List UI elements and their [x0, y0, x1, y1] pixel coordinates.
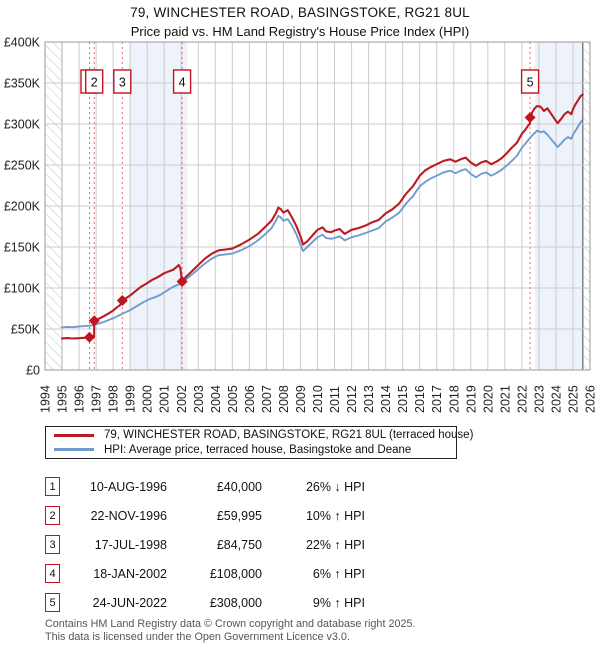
sale-annotation-box: [520, 69, 540, 94]
transactions-table: 1 10-AUG-1996 £40,000 26% ↓ HPI 2 22-NOV-1996…: [45, 472, 365, 617]
license-footer: Contains HM Land Registry data © Crown c…: [45, 618, 415, 643]
x-axis-label: 2020: [481, 385, 495, 413]
x-axis-label: 2011: [328, 386, 342, 413]
transaction-price: £59,995: [216, 508, 262, 523]
y-axis-label: £150K: [4, 241, 41, 255]
transaction-number-badge: 5: [45, 593, 60, 612]
sale-annotation-box: [172, 69, 192, 94]
x-axis-label: 1996: [73, 385, 87, 413]
transaction-row: 3 17-JUL-1998 £84,750 22% ↑ HPI: [45, 530, 365, 559]
legend-label: HPI: Average price, terraced house, Basi…: [104, 443, 412, 456]
x-axis-label: 2021: [498, 385, 512, 413]
hpi-line-swatch: [54, 448, 94, 452]
sale-annotation-box: [84, 69, 104, 94]
x-axis-label: 2001: [158, 385, 172, 413]
chart-header: 79, WINCHESTER ROAD, BASINGSTOKE, RG21 8…: [0, 5, 600, 39]
x-axis-label: 2026: [584, 385, 598, 413]
y-axis-label: £400K: [4, 36, 41, 50]
transaction-row: 2 22-NOV-1996 £59,995 10% ↑ HPI: [45, 501, 365, 530]
sale-marker-diamond: [83, 331, 95, 343]
x-axis-label: 2017: [430, 385, 444, 413]
x-axis-label: 2016: [413, 385, 427, 413]
transaction-vs-hpi: 6% ↑ HPI: [312, 566, 365, 581]
x-axis-label: 2002: [175, 385, 189, 413]
x-axis-label: 2004: [209, 385, 223, 413]
x-axis-label: 2006: [243, 385, 257, 413]
price_paid-line-swatch: [54, 433, 94, 437]
transaction-row: 4 18-JAN-2002 £108,000 6% ↑ HPI: [45, 559, 365, 588]
x-axis-label: 1997: [90, 385, 104, 413]
transaction-number-badge: 3: [45, 535, 60, 554]
x-axis-label: 2003: [192, 385, 206, 413]
transaction-row: 5 24-JUN-2022 £308,000 9% ↑ HPI: [45, 588, 365, 617]
y-axis-label: £250K: [4, 159, 41, 173]
x-axis-label: 2007: [260, 385, 274, 413]
x-axis-label: 1995: [56, 385, 70, 413]
transaction-date: 22-NOV-1996: [90, 508, 167, 523]
x-axis-label: 2015: [396, 385, 410, 413]
transaction-price: £40,000: [216, 479, 262, 494]
sale-annotation-box: [113, 69, 132, 94]
sale-marker-diamond: [116, 295, 128, 307]
transaction-price: £308,000: [209, 595, 262, 610]
plot-border: [44, 41, 591, 371]
page-title: 79, WINCHESTER ROAD, BASINGSTOKE, RG21 8…: [130, 5, 470, 20]
transaction-date: 10-AUG-1996: [89, 479, 167, 494]
transaction-vs-hpi: 26% ↓ HPI: [305, 479, 365, 494]
x-axis-label: 2012: [345, 385, 359, 413]
footer-line-2: This data is licensed under the Open Gov…: [45, 630, 350, 643]
page-subtitle: Price paid vs. HM Land Registry's House …: [130, 24, 470, 39]
x-axis-label: 2008: [277, 385, 291, 413]
x-axis-label: 2013: [362, 385, 376, 413]
x-axis-label: 2019: [464, 385, 478, 413]
transaction-date: 18-JAN-2002: [93, 566, 167, 581]
x-axis-label: 2014: [379, 385, 393, 413]
x-axis-label: 2024: [549, 385, 563, 413]
hpi-line: [61, 118, 584, 329]
x-axis-label: 2010: [311, 385, 325, 413]
transaction-vs-hpi: 10% ↑ HPI: [305, 508, 365, 523]
y-axis-label: £300K: [4, 118, 41, 132]
transaction-row: 1 10-AUG-1996 £40,000 26% ↓ HPI: [45, 472, 365, 501]
sale-annotation-number: 5: [527, 76, 534, 90]
y-axis-label: £0: [26, 364, 40, 378]
legend-item-hpi: HPI: Average price, terraced house, Basi…: [54, 444, 456, 456]
x-axis-label: 1994: [39, 385, 53, 413]
transaction-price: £108,000: [209, 566, 262, 581]
x-axis-label: 2023: [532, 385, 546, 413]
sale-marker-diamond: [524, 111, 536, 123]
x-axis-label: 2025: [567, 385, 581, 413]
legend-label: 79, WINCHESTER ROAD, BASINGSTOKE, RG21 8…: [104, 429, 474, 442]
chart-legend: 79, WINCHESTER ROAD, BASINGSTOKE, RG21 8…: [45, 426, 473, 459]
y-axis-label: £200K: [4, 200, 41, 214]
y-axis-label: £50K: [11, 323, 41, 337]
footer-line-1: Contains HM Land Registry data © Crown c…: [45, 618, 416, 630]
transaction-number-badge: 1: [45, 477, 60, 496]
x-axis-label: 1999: [124, 385, 138, 413]
sale-marker-diamond: [176, 275, 188, 287]
transaction-vs-hpi: 22% ↑ HPI: [305, 537, 365, 552]
sale-annotation-number: 4: [179, 76, 186, 90]
x-axis-label: 1998: [107, 385, 121, 413]
transaction-date: 24-JUN-2022: [92, 595, 167, 610]
transaction-vs-hpi: 9% ↑ HPI: [312, 595, 365, 610]
x-axis-label: 2022: [515, 385, 529, 413]
x-axis-label: 2018: [447, 385, 461, 413]
y-axis-label: £350K: [4, 77, 41, 91]
sale-marker-diamond: [88, 315, 100, 327]
transaction-number-badge: 2: [45, 506, 60, 525]
y-axis-label: £100K: [4, 282, 41, 296]
x-axis-label: 2000: [141, 385, 155, 413]
x-axis-label: 2005: [226, 385, 240, 413]
sale-annotation-number: 3: [119, 76, 126, 90]
transaction-date: 17-JUL-1998: [94, 537, 167, 552]
x-axis-label: 2009: [294, 385, 308, 413]
transaction-price: £84,750: [216, 537, 262, 552]
price-history-chart[interactable]: 12345£0£50K£100K£150K£200K£250K£300K£350…: [0, 0, 600, 420]
legend-item-price_paid: 79, WINCHESTER ROAD, BASINGSTOKE, RG21 8…: [54, 429, 473, 441]
sale-annotation-number: 2: [91, 76, 98, 90]
transaction-number-badge: 4: [45, 564, 60, 583]
